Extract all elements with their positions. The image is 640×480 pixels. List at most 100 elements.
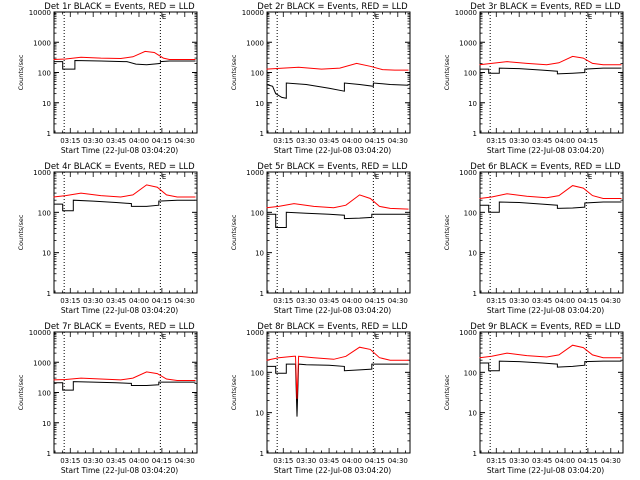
y-tick-label: 100: [38, 70, 51, 78]
chart-svg: Det 3r BLACK = Events, RED = LLD 1 10 100 10…: [443, 2, 624, 155]
chart-title: Det 9r BLACK = Events, RED = LLD: [470, 322, 621, 332]
y-tick-label: 10000: [242, 9, 264, 17]
x-tick-label: 04:30: [601, 297, 621, 305]
x-tick-label: 03:30: [296, 137, 316, 145]
chart-svg: Det 5r BLACK = Events, RED = LLD 1 10 100 10…: [230, 162, 411, 315]
x-tick-label: 03:15: [273, 137, 293, 145]
y-tick-label: 100: [251, 369, 264, 377]
x-tick-label: 04:15: [152, 457, 172, 465]
x-tick-label: 04:00: [555, 457, 575, 465]
y-tick-label: 1000: [33, 359, 51, 367]
x-tick-label: 04:00: [342, 297, 362, 305]
chart-panel: Det 7r BLACK = Events, RED = LLD 1 10 100 10…: [0, 320, 213, 480]
y-axis-label: Counts/sec: [17, 54, 25, 90]
plot-frame: [53, 331, 198, 454]
x-tick-label: 03:45: [532, 137, 552, 145]
x-axis-label: Start Time (22-Jul-08 03:04:20): [274, 466, 391, 475]
y-tick-label: 1: [473, 130, 477, 138]
y-tick-label: 100: [38, 209, 51, 217]
events-series-line: [479, 201, 622, 213]
y-axis-label: Counts/sec: [230, 374, 238, 410]
chart-svg: Det 6r BLACK = Events, RED = LLD 1 10 100 10…: [443, 162, 624, 315]
lld-series-line: [266, 194, 409, 210]
y-tick-label: 10: [42, 250, 51, 258]
chart-panel: Det 3r BLACK = Events, RED = LLD 1 10 100 10…: [426, 0, 639, 160]
chart-title: Det 8r BLACK = Events, RED = LLD: [257, 322, 408, 332]
x-tick-label: 03:15: [60, 457, 80, 465]
chart-panel: Det 8r BLACK = Events, RED = LLD 1 10 100 10…: [213, 320, 426, 480]
y-tick-label: 1000: [33, 169, 51, 177]
chart-svg: Det 9r BLACK = Events, RED = LLD 1 10 100 10…: [443, 322, 624, 475]
x-tick-label: 04:00: [129, 137, 149, 145]
plot-frame: [53, 11, 198, 134]
x-tick-label: 04:15: [578, 457, 598, 465]
y-tick-label: 10: [468, 410, 477, 418]
y-axis-label: Counts/sec: [230, 54, 238, 90]
chart-svg: Det 7r BLACK = Events, RED = LLD 1 10 100 10…: [17, 322, 198, 475]
plot-frame: [266, 11, 411, 134]
y-tick-label: 100: [251, 70, 264, 78]
y-tick-label: 1000: [459, 169, 477, 177]
x-tick-label: 03:15: [60, 137, 80, 145]
chart-title: Det 6r BLACK = Events, RED = LLD: [470, 162, 621, 172]
y-tick-label: 10: [468, 250, 477, 258]
y-axis-label: Counts/sec: [443, 374, 451, 410]
x-tick-label: 03:30: [509, 137, 529, 145]
x-tick-label: 04:30: [175, 137, 195, 145]
x-tick-label: 03:30: [296, 297, 316, 305]
y-tick-label: 1: [473, 450, 477, 458]
y-axis-label: Counts/sec: [17, 374, 25, 410]
x-tick-label: 03:45: [319, 297, 339, 305]
y-tick-label: 100: [38, 390, 51, 398]
x-tick-label: 03:15: [486, 457, 506, 465]
y-tick-label: 1000: [459, 329, 477, 337]
x-tick-label: 03:45: [532, 297, 552, 305]
chart-title: Det 2r BLACK = Events, RED = LLD: [257, 2, 408, 12]
y-tick-label: 1: [47, 130, 51, 138]
x-tick-label: 03:15: [486, 137, 506, 145]
plot-frame: [53, 171, 198, 294]
x-tick-label: 03:45: [106, 297, 126, 305]
y-tick-label: 1000: [459, 39, 477, 47]
x-tick-label: 03:45: [106, 457, 126, 465]
chart-svg: Det 2r BLACK = Events, RED = LLD 1 10 100 10…: [230, 2, 411, 155]
y-tick-label: 100: [251, 209, 264, 217]
plot-frame: [479, 331, 624, 454]
event-marker-label: E: [162, 333, 166, 341]
x-tick-label: 04:00: [129, 457, 149, 465]
x-tick-label: 04:15: [365, 137, 385, 145]
y-tick-label: 10000: [455, 9, 477, 17]
y-axis-label: Counts/sec: [443, 214, 451, 250]
x-tick-label: 03:15: [60, 297, 80, 305]
x-tick-label: 04:30: [388, 457, 408, 465]
lld-series-line: [53, 184, 196, 198]
y-axis-label: Counts/sec: [17, 214, 25, 250]
y-tick-label: 1: [47, 450, 51, 458]
y-tick-label: 100: [464, 209, 477, 217]
x-tick-label: 03:30: [83, 457, 103, 465]
events-series-line: [266, 363, 409, 417]
chart-title: Det 1r BLACK = Events, RED = LLD: [44, 2, 195, 12]
x-tick-label: 04:00: [342, 457, 362, 465]
event-marker-label: E: [375, 173, 379, 181]
chart-title: Det 3r BLACK = Events, RED = LLD: [470, 2, 621, 12]
x-tick-label: 04:15: [365, 457, 385, 465]
chart-svg: Det 1r BLACK = Events, RED = LLD 1 10 100 10…: [17, 2, 198, 155]
event-marker-label: E: [375, 333, 379, 341]
x-axis-label: Start Time (22-Jul-08 03:04:20): [487, 466, 604, 475]
x-tick-label: 04:15: [578, 297, 598, 305]
plot-frame: [266, 331, 411, 454]
x-axis-label: Start Time (22-Jul-08 03:04:20): [487, 146, 604, 155]
y-tick-label: 1000: [246, 39, 264, 47]
lld-series-line: [479, 344, 622, 359]
y-tick-label: 10: [42, 420, 51, 428]
x-tick-label: 03:15: [273, 457, 293, 465]
x-tick-label: 04:30: [601, 457, 621, 465]
x-axis-label: Start Time (22-Jul-08 03:04:20): [274, 306, 391, 315]
x-tick-label: 04:15: [578, 137, 598, 145]
chart-panel: Det 9r BLACK = Events, RED = LLD 1 10 100 10…: [426, 320, 639, 480]
x-tick-label: 03:30: [296, 457, 316, 465]
chart-panel: Det 6r BLACK = Events, RED = LLD 1 10 100 10…: [426, 160, 639, 320]
x-tick-label: 04:00: [342, 137, 362, 145]
